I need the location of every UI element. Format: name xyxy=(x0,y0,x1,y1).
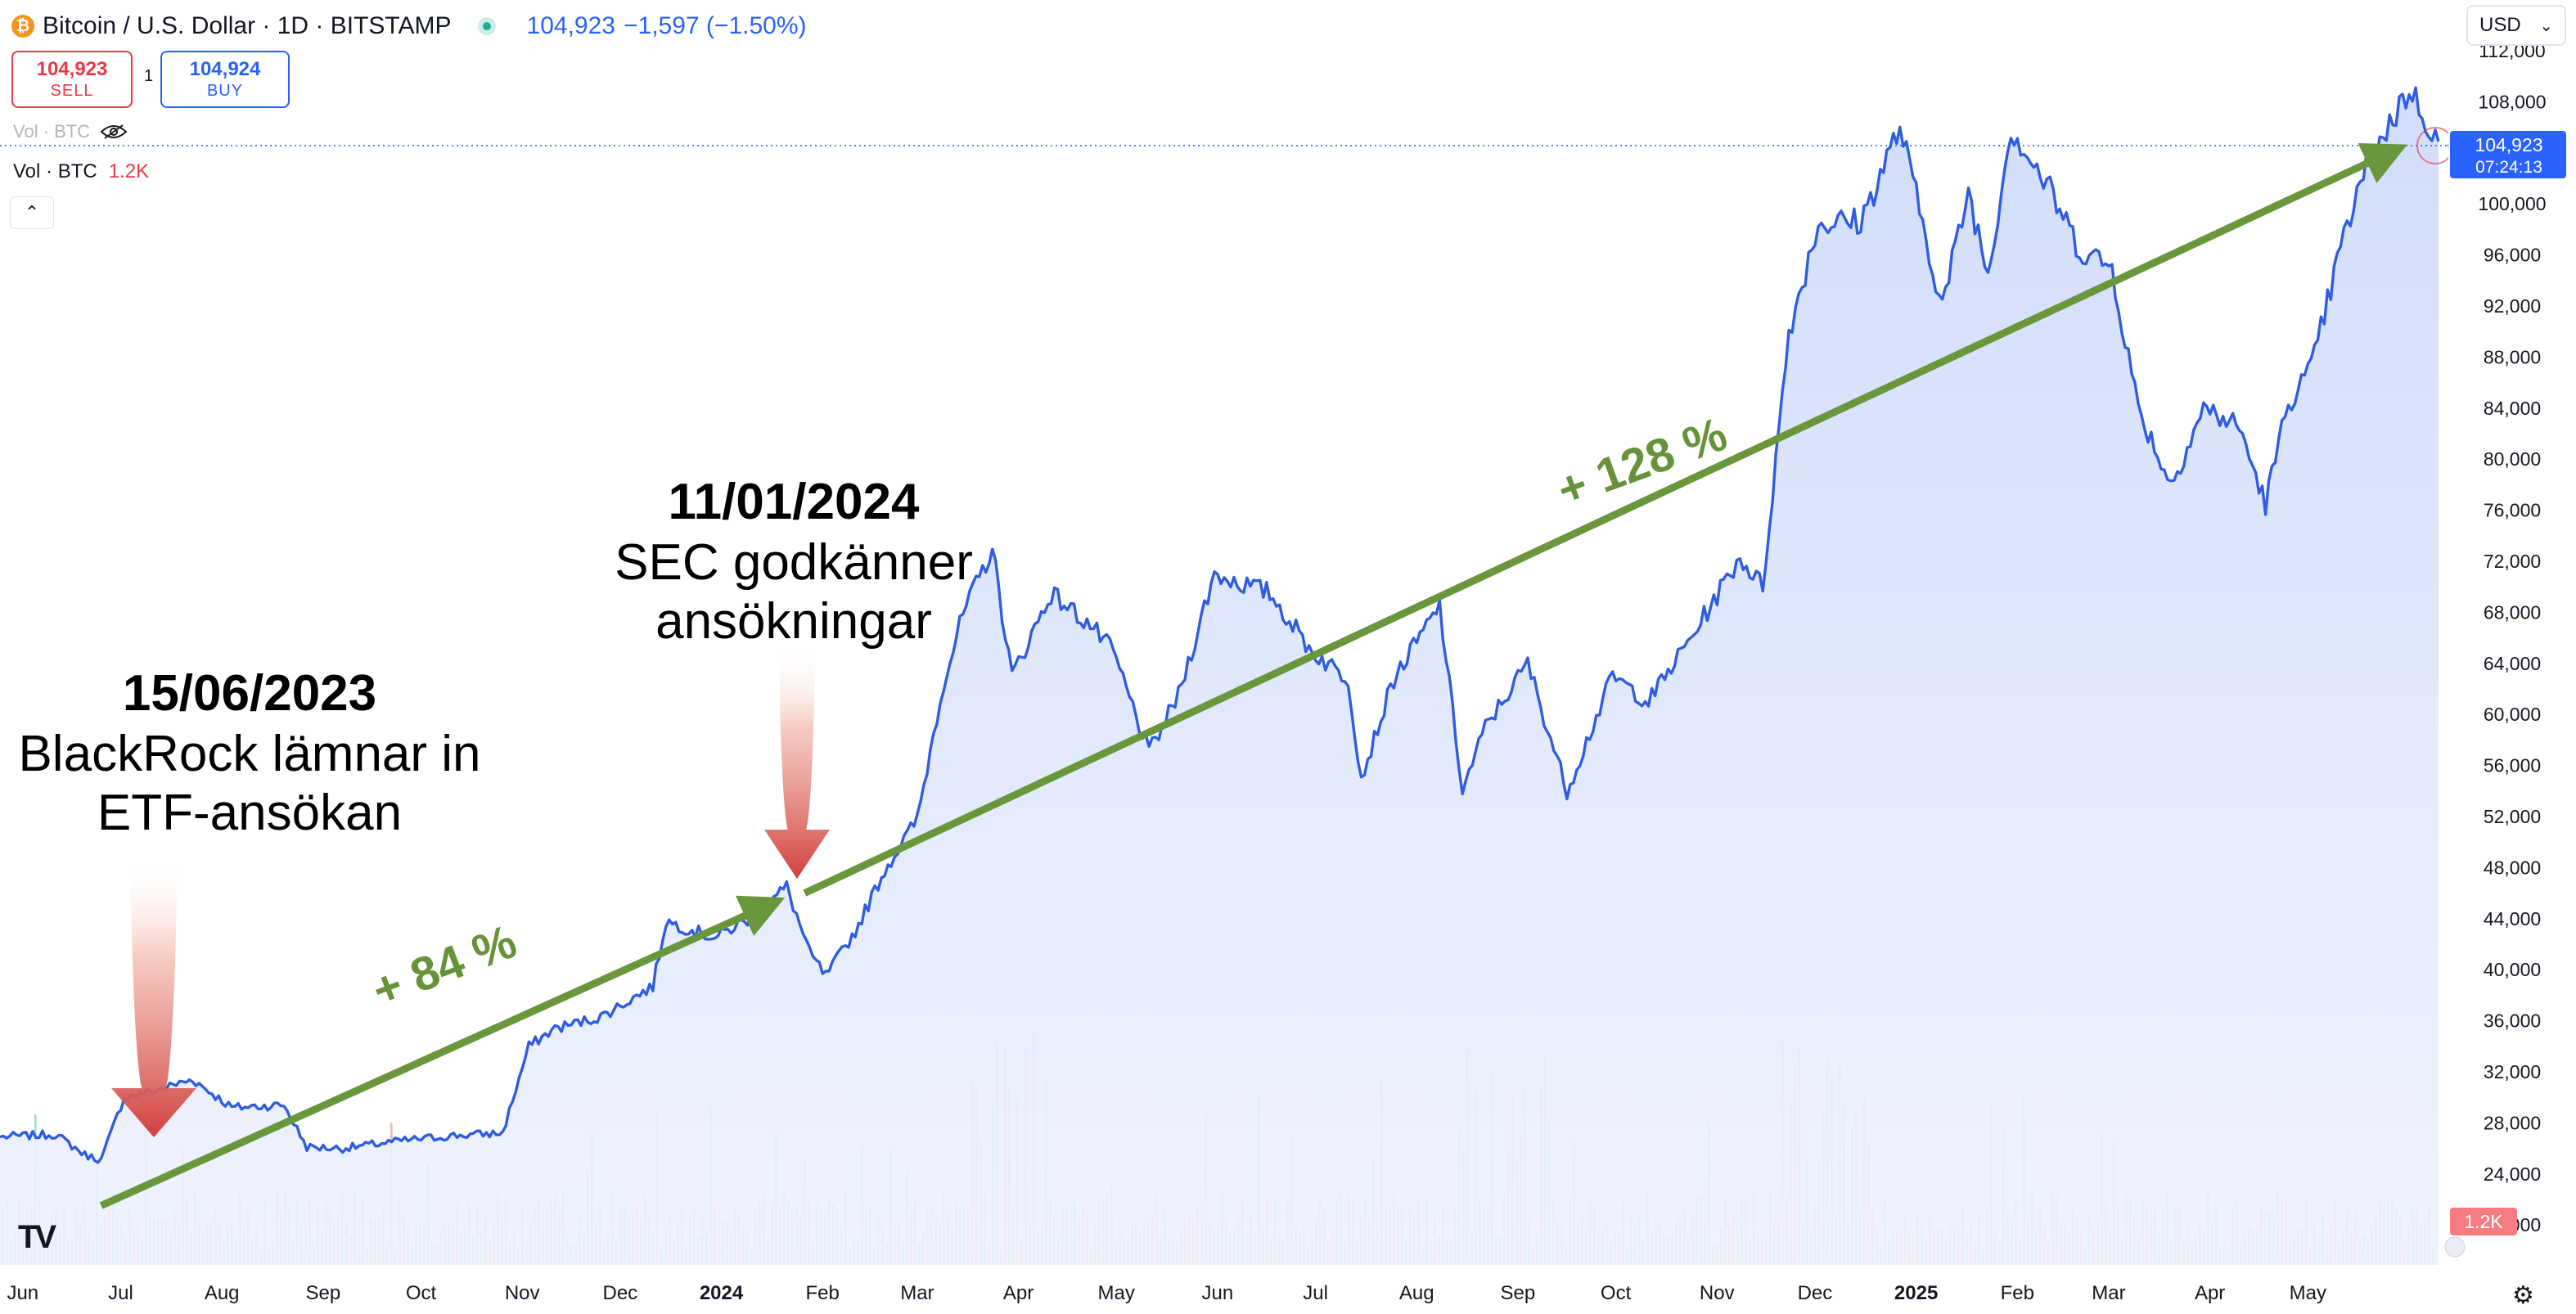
chevron-down-icon: ⌄ xyxy=(2539,16,2553,35)
symbol-header[interactable]: ₿ Bitcoin / U.S. Dollar · 1D · BITSTAMP … xyxy=(11,10,807,43)
annotation-blackrock: 15/06/2023 BlackRock lämnar in ETF-ansök… xyxy=(0,663,499,843)
y-tick-label: 52,000 xyxy=(2484,806,2541,827)
spread-value: 1 xyxy=(144,67,154,85)
sell-label: SELL xyxy=(50,82,94,100)
y-tick-label: 68,000 xyxy=(2484,601,2541,623)
buy-price: 104,924 xyxy=(189,58,261,80)
x-tick-label: Sep xyxy=(305,1282,340,1304)
currency-value: USD xyxy=(2479,14,2521,36)
hidden-indicator-label: Vol · BTC xyxy=(13,121,91,142)
volume-legend-value: 1.2K xyxy=(108,160,150,182)
volume-legend-label: Vol · BTC xyxy=(13,160,97,182)
y-tick-label: 60,000 xyxy=(2484,704,2541,725)
us-flag-icon xyxy=(2444,1236,2466,1258)
trend-arrow xyxy=(99,895,786,1209)
price-area xyxy=(0,86,2456,1266)
x-tick-label: 2025 xyxy=(1894,1282,1938,1304)
annotation-line: ETF-ansökan xyxy=(97,785,403,841)
x-tick-label: Feb xyxy=(806,1282,840,1304)
x-tick-label: Mar xyxy=(900,1282,934,1304)
annotation-sec: 11/01/2024 SEC godkänner ansökningar xyxy=(589,471,998,651)
x-tick-label: Aug xyxy=(1399,1282,1434,1304)
x-tick-label: Jun xyxy=(1202,1282,1234,1304)
x-tick-label: Dec xyxy=(603,1282,638,1304)
price-line xyxy=(0,86,2440,1164)
x-tick-label: Dec xyxy=(1798,1282,1833,1304)
y-tick-label: 108,000 xyxy=(2478,91,2546,112)
x-tick-label: Oct xyxy=(1601,1282,1632,1304)
eye-off-icon[interactable] xyxy=(100,124,128,140)
x-tick-label: Apr xyxy=(1003,1282,1034,1304)
last-price-tag xyxy=(2450,131,2566,178)
tradingview-logo-icon[interactable]: TV xyxy=(18,1219,56,1255)
y-tick-label: 76,000 xyxy=(2484,500,2541,521)
volume-tag xyxy=(2450,1208,2517,1235)
y-tick-label: 88,000 xyxy=(2484,346,2541,367)
chevron-up-icon: ⌃ xyxy=(24,202,40,223)
hidden-indicator[interactable]: Vol · BTC xyxy=(13,121,128,142)
x-tick-label: Oct xyxy=(406,1282,437,1304)
x-tick-label: 2024 xyxy=(700,1282,744,1304)
annotation-date: 15/06/2023 xyxy=(122,665,377,722)
bitcoin-icon: ₿ xyxy=(11,15,34,38)
x-tick-label: Jul xyxy=(108,1282,133,1304)
x-tick-label: May xyxy=(2290,1282,2326,1304)
x-tick-label: Jul xyxy=(1303,1282,1328,1304)
y-tick-label: 92,000 xyxy=(2484,295,2541,317)
axes: 112,000108,000104,000100,00096,00092,000… xyxy=(7,40,2576,1304)
red-arrow-sec xyxy=(764,646,830,879)
y-tick-label: 56,000 xyxy=(2484,755,2541,776)
symbol-title[interactable]: Bitcoin / U.S. Dollar · 1D · BITSTAMP xyxy=(43,12,452,39)
last-price-tag-value: 104,923 xyxy=(2475,134,2542,155)
y-tick-label: 32,000 xyxy=(2484,1061,2541,1082)
x-tick-label: Aug xyxy=(205,1282,240,1304)
annotation-line: ansökningar xyxy=(655,593,932,650)
y-tick-label: 24,000 xyxy=(2484,1163,2541,1185)
y-tick-label: 40,000 xyxy=(2484,959,2541,980)
x-tick-label: Jun xyxy=(7,1282,38,1304)
y-tick-label: 72,000 xyxy=(2484,551,2541,572)
y-tick-label: 48,000 xyxy=(2484,857,2541,878)
x-tick-label: Feb xyxy=(2001,1282,2034,1304)
volume-legend[interactable]: Vol · BTC 1.2K xyxy=(13,160,149,183)
gear-icon[interactable]: ⚙ xyxy=(2512,1282,2534,1309)
y-tick-label: 96,000 xyxy=(2484,245,2541,266)
buy-label: BUY xyxy=(206,82,244,100)
market-open-icon xyxy=(477,17,496,35)
y-tick-label: 44,000 xyxy=(2484,908,2541,929)
volume-tag-value: 1.2K xyxy=(2464,1211,2503,1232)
y-tick-label: 100,000 xyxy=(2478,193,2546,214)
x-tick-label: Nov xyxy=(505,1282,540,1304)
currency-select[interactable]: USD ⌄ xyxy=(2466,5,2566,46)
y-tick-label: 36,000 xyxy=(2484,1010,2541,1032)
collapse-legend-button[interactable]: ⌃ xyxy=(10,196,54,229)
annotation-date: 11/01/2024 xyxy=(668,474,920,530)
annotation-line: BlackRock lämnar in xyxy=(18,726,481,782)
price-scale xyxy=(2448,46,2576,1273)
annotation-line: SEC godkänner xyxy=(615,534,973,591)
buy-button[interactable]: 104,924 BUY xyxy=(160,51,290,108)
x-tick-label: Mar xyxy=(2092,1282,2125,1304)
last-price: 104,923 xyxy=(526,12,615,39)
y-tick-label: 84,000 xyxy=(2484,398,2541,419)
y-tick-label: 64,000 xyxy=(2484,653,2541,674)
x-tick-label: May xyxy=(1098,1282,1135,1304)
x-tick-label: Nov xyxy=(1700,1282,1735,1304)
red-arrow-blackrock xyxy=(111,859,196,1137)
countdown: 07:24:13 xyxy=(2475,158,2542,177)
y-tick-label: 80,000 xyxy=(2484,448,2541,470)
price-change: −1,597 (−1.50%) xyxy=(624,12,807,39)
x-tick-label: Sep xyxy=(1501,1282,1536,1304)
y-tick-label: 28,000 xyxy=(2484,1112,2541,1133)
trend-arrow xyxy=(803,143,2407,897)
x-tick-label: Apr xyxy=(2195,1282,2225,1304)
sell-button[interactable]: 104,923 SELL xyxy=(11,51,133,108)
annotation-arrows xyxy=(99,143,2407,1209)
sell-price: 104,923 xyxy=(36,58,108,80)
price-area-fill xyxy=(0,88,2439,1266)
